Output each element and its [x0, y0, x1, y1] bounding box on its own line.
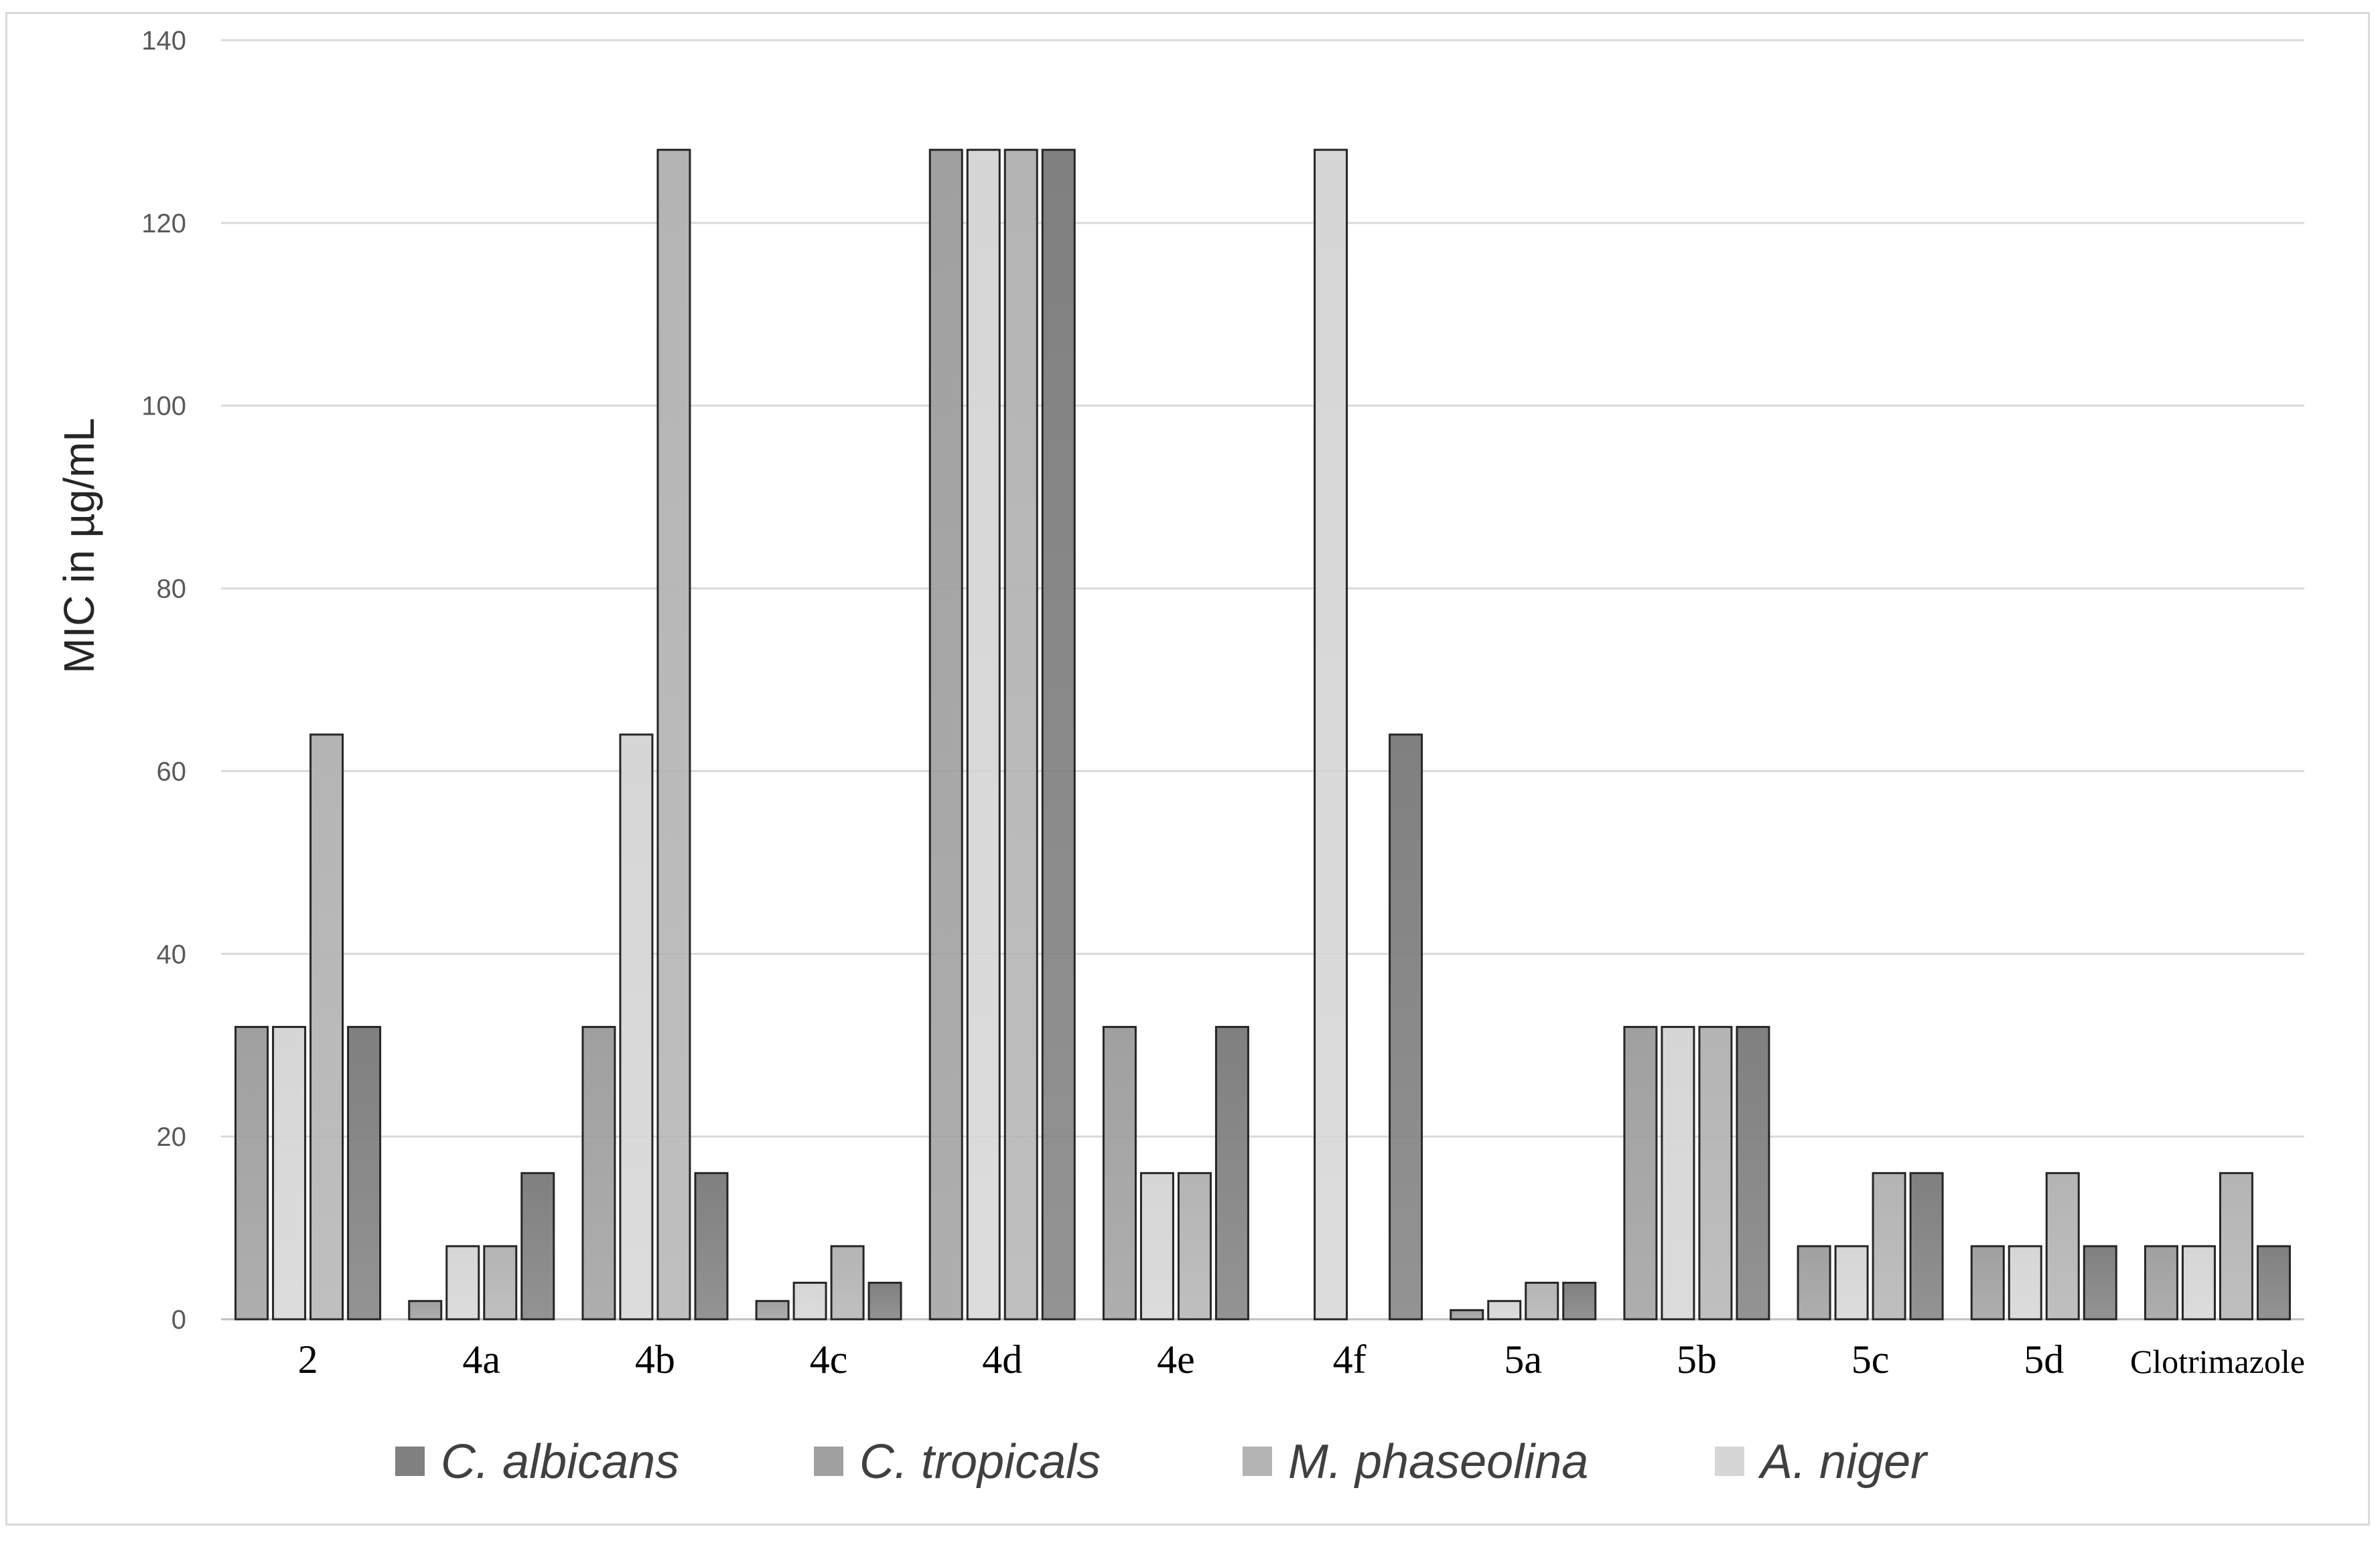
bar-2-0 — [234, 1025, 269, 1321]
x-category-label: 4f — [1333, 1337, 1367, 1382]
y-tick-label: 120 — [141, 209, 186, 238]
y-tick-labels: 0 20 40 60 80 100 120 140 — [141, 26, 186, 1335]
bar-2-3 — [347, 1025, 382, 1321]
x-category-labels: 2 4a 4b 4c 4d 4e 4f 5a 5b 5c 5d Clotrimazole — [298, 1337, 2305, 1382]
bar-4a-3 — [520, 1172, 555, 1321]
bar-4c-3 — [867, 1281, 902, 1321]
legend-swatch — [1243, 1447, 1272, 1476]
legend-label: A. niger — [1758, 1435, 1929, 1489]
bar-Clotrimazole-3 — [2256, 1245, 2291, 1321]
legend-swatch — [814, 1447, 843, 1476]
bar-5a-3 — [1562, 1281, 1597, 1321]
bar-5c-1 — [1834, 1245, 1869, 1321]
bar-4d-2 — [1003, 149, 1038, 1321]
bar-4b-1 — [619, 733, 654, 1321]
bar-5d-2 — [2045, 1172, 2080, 1321]
x-category-label: 5d — [2024, 1337, 2064, 1382]
bar-Clotrimazole-0 — [2144, 1245, 2178, 1321]
bar-5d-3 — [2083, 1245, 2117, 1321]
bar-5d-0 — [1970, 1245, 2005, 1321]
bar-5b-2 — [1698, 1025, 1733, 1321]
bar-4e-2 — [1177, 1172, 1212, 1321]
bar-4e-0 — [1102, 1025, 1137, 1321]
bar-4b-2 — [656, 149, 691, 1321]
bar-5b-1 — [1661, 1025, 1695, 1321]
bar-4d-0 — [928, 149, 963, 1321]
x-category-label: 4e — [1157, 1337, 1195, 1382]
bar-4a-0 — [408, 1300, 443, 1321]
y-tick-label: 20 — [157, 1122, 187, 1152]
x-category-label: 5a — [1504, 1337, 1542, 1382]
bar-5c-3 — [1909, 1172, 1944, 1321]
x-category-label: 4b — [635, 1337, 675, 1382]
y-tick-label: 100 — [141, 392, 186, 421]
bar-4c-0 — [755, 1300, 790, 1321]
bar-5b-3 — [1736, 1025, 1770, 1321]
bar-4f-1 — [1314, 149, 1348, 1321]
legend-label: C. albicans — [441, 1435, 679, 1489]
bar-4d-1 — [966, 149, 1001, 1321]
x-category-label: 2 — [298, 1337, 318, 1382]
y-tick-label: 0 — [171, 1305, 186, 1335]
bars — [234, 149, 2291, 1321]
gridlines — [221, 39, 2304, 1321]
bar-5a-1 — [1487, 1300, 1522, 1321]
x-category-label: Clotrimazole — [2130, 1343, 2305, 1380]
bar-5c-2 — [1872, 1172, 1906, 1321]
legend: C. albicans C. tropicals M. phaseolina A. n… — [395, 1435, 1929, 1489]
legend-label: M. phaseolina — [1288, 1435, 1588, 1489]
bar-4c-2 — [830, 1245, 865, 1321]
bar-4e-3 — [1214, 1025, 1249, 1321]
x-category-label: 4d — [982, 1337, 1022, 1382]
y-tick-label: 140 — [141, 26, 186, 56]
x-category-label: 5b — [1677, 1337, 1717, 1382]
y-axis-title: MIC in µg/mL — [55, 418, 103, 674]
bar-Clotrimazole-1 — [2181, 1245, 2216, 1321]
bar-4f-3 — [1389, 733, 1423, 1321]
y-tick-label: 60 — [157, 757, 187, 786]
bar-4b-0 — [581, 1025, 616, 1321]
bar-2-2 — [309, 733, 344, 1321]
legend-label: C. tropicals — [859, 1435, 1101, 1489]
bar-4d-3 — [1041, 149, 1076, 1321]
bar-2-1 — [272, 1025, 307, 1321]
legend-swatch — [395, 1447, 425, 1476]
x-category-label: 4a — [462, 1337, 500, 1382]
legend-swatch — [1715, 1447, 1744, 1476]
bar-5c-0 — [1797, 1245, 1831, 1321]
bar-5d-1 — [2008, 1245, 2042, 1321]
bar-4a-1 — [445, 1245, 480, 1321]
bar-4b-3 — [694, 1172, 729, 1321]
bar-5a-2 — [1525, 1281, 1559, 1321]
y-tick-label: 40 — [157, 940, 187, 969]
x-category-label: 5c — [1851, 1337, 1890, 1382]
bar-4a-2 — [483, 1245, 518, 1321]
bar-Clotrimazole-2 — [2219, 1172, 2253, 1321]
y-tick-label: 80 — [157, 575, 187, 604]
bar-4c-1 — [792, 1281, 827, 1321]
bar-5a-0 — [1450, 1309, 1484, 1321]
bar-5b-0 — [1623, 1025, 1658, 1321]
bar-4e-1 — [1139, 1172, 1174, 1321]
x-category-label: 4c — [810, 1337, 848, 1382]
